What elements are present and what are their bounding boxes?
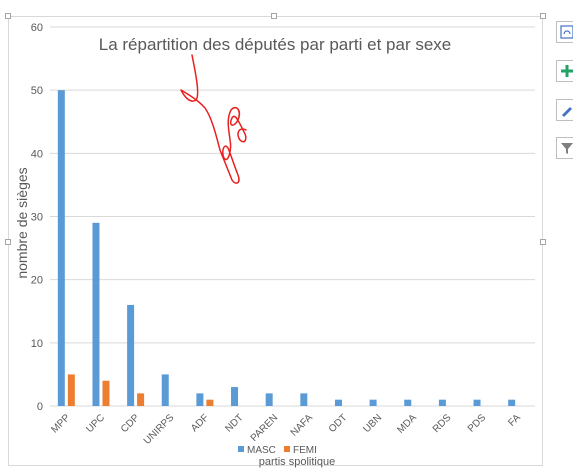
x-tick-label: UNIRPS — [142, 412, 177, 447]
chart-filter-icon — [561, 143, 573, 154]
chart-frame[interactable] — [5, 13, 546, 466]
x-tick-label: FA — [506, 412, 523, 429]
chart-styles-button[interactable] — [556, 99, 573, 121]
bar-masc-odt[interactable] — [334, 399, 342, 406]
y-tick-label: 10 — [31, 338, 43, 350]
bar-masc-upc[interactable] — [92, 222, 100, 406]
legend-femi: FEMI — [284, 445, 317, 456]
x-tick-label: MPP — [49, 412, 72, 435]
y-tick-label: 50 — [31, 85, 43, 97]
bar-femi-cdp[interactable] — [137, 393, 145, 406]
y-tick-label: 0 — [37, 401, 43, 413]
legend-femi-swatch — [284, 446, 290, 452]
resize-handle-left[interactable] — [5, 239, 11, 245]
resize-handle-top[interactable] — [271, 13, 277, 19]
gridlines — [50, 26, 535, 407]
bar-masc-unirps[interactable] — [161, 374, 169, 406]
x-tick-label: MDA — [395, 412, 419, 436]
y-tick-label: 40 — [31, 148, 43, 160]
bar-masc-rds[interactable] — [438, 399, 446, 406]
x-tick-label: PDS — [466, 412, 489, 435]
bars — [57, 90, 516, 407]
x-tick-label: NAFA — [289, 412, 315, 438]
bar-masc-fa[interactable] — [508, 399, 516, 406]
x-tick-label: CDP — [119, 412, 142, 435]
y-tick-labels: 0 10 20 30 40 50 60 — [31, 22, 43, 413]
legend-masc: MASC — [238, 445, 276, 456]
y-tick-label: 30 — [31, 212, 43, 224]
bar-masc-cdp[interactable] — [127, 304, 135, 406]
chart-elements-button[interactable] — [556, 60, 573, 82]
resize-handle-right[interactable] — [540, 239, 546, 245]
x-tick-label: UPC — [84, 412, 107, 435]
x-tick-label: NDT — [223, 412, 245, 434]
bar-femi-upc[interactable] — [102, 380, 110, 406]
legend-masc-label: MASC — [247, 445, 276, 456]
bar-masc-paren[interactable] — [265, 393, 273, 406]
bar-masc-mpp[interactable] — [57, 90, 65, 407]
y-tick-label: 20 — [31, 275, 43, 287]
bar-femi-mpp[interactable] — [67, 374, 75, 406]
x-tick-label: RDS — [431, 412, 454, 435]
bar-masc-adf[interactable] — [196, 393, 204, 406]
bar-masc-pds[interactable] — [473, 399, 481, 406]
legend-femi-label: FEMI — [293, 445, 317, 456]
bar-masc-ndt[interactable] — [231, 387, 239, 406]
chart-filter-button[interactable] — [556, 137, 573, 159]
bar-masc-ubn[interactable] — [369, 399, 377, 406]
chart-title: La répartition des députés par parti et … — [99, 35, 452, 54]
handwritten-annotation — [180, 54, 247, 184]
bar-masc-mda[interactable] — [404, 399, 412, 406]
chart-layout-icon — [560, 25, 573, 39]
chart-elements-plus-icon — [561, 65, 573, 77]
x-tick-labels: MPP UPC CDP UNIRPS ADF NDT PAREN NAFA ODT UBN MDA R… — [49, 412, 523, 447]
resize-handle-top-left[interactable] — [5, 13, 11, 19]
x-tick-label: ADF — [189, 412, 211, 434]
y-axis-label: nombre de sièges — [14, 167, 30, 278]
bar-masc-nafa[interactable] — [300, 393, 308, 406]
x-axis-label: partis spolitique — [259, 456, 335, 468]
chart-styles-brush-icon — [562, 107, 572, 117]
y-tick-label: 60 — [31, 22, 43, 34]
x-tick-label: PAREN — [249, 412, 281, 444]
x-tick-label: ODT — [327, 412, 350, 435]
resize-handle-top-right[interactable] — [540, 13, 546, 19]
chart-layout-button[interactable] — [556, 21, 573, 43]
legend-masc-swatch — [238, 446, 244, 452]
x-tick-label: UBN — [362, 412, 385, 435]
bar-femi-adf[interactable] — [206, 399, 214, 406]
